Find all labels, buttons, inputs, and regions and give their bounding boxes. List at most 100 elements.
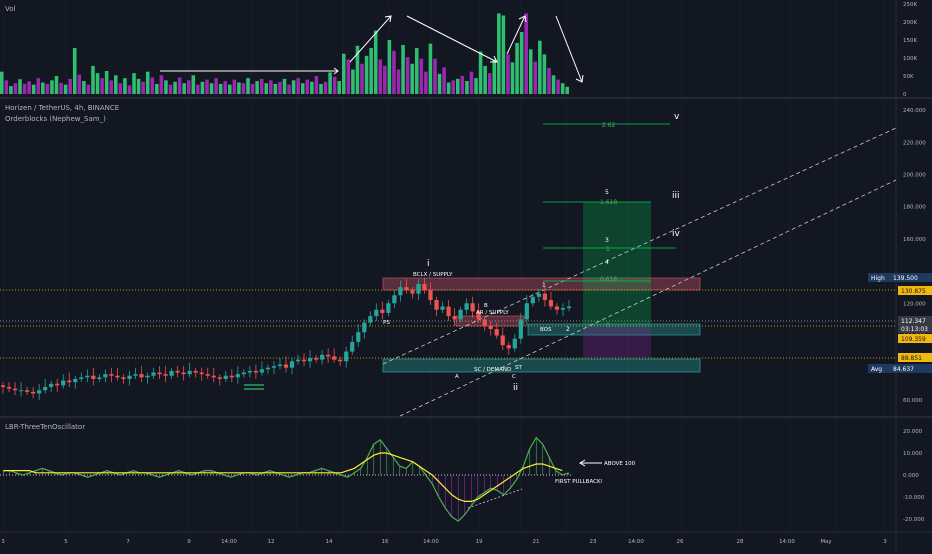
candle-body: [295, 359, 301, 362]
level-3-tag: 88.851: [901, 355, 922, 362]
candle-body: [428, 290, 433, 301]
volume-pane-label[interactable]: Vol: [5, 5, 16, 13]
candle-body: [422, 283, 427, 291]
oscillator-label[interactable]: LBR-ThreeTenOscillator: [5, 423, 85, 431]
candle-body: [12, 388, 18, 391]
volume-bar: [451, 80, 455, 94]
volume-bar: [410, 63, 414, 94]
time-tick: May: [820, 539, 832, 545]
volume-bar: [218, 83, 223, 94]
volume-bar: [241, 83, 246, 94]
volume-bar: [68, 78, 72, 94]
volume-bar: [182, 83, 186, 94]
volume-bar: [396, 69, 401, 94]
volume-bar: [323, 81, 328, 94]
candle-body: [139, 374, 144, 378]
avg-tag-value: 84.637: [893, 366, 914, 373]
volume-bar: [127, 85, 132, 94]
indicator-label[interactable]: Orderblocks (Nephew_Sam_): [5, 115, 106, 123]
candle-body: [91, 375, 96, 379]
stop-box[interactable]: [583, 326, 651, 358]
wave-ii-label: ii: [513, 383, 518, 393]
volume-bar: [100, 78, 104, 94]
price-tick: 120.000: [903, 301, 926, 307]
volume-bar: [506, 54, 510, 94]
oscillator-axis[interactable]: 20.000 10.000 0.000 -10.000 -20.000: [903, 429, 925, 523]
volume-bar: [50, 80, 54, 94]
volume-bar: [278, 81, 282, 94]
arrow-down-1: [406, 15, 498, 63]
volume-bar: [250, 83, 255, 94]
candle-body: [121, 377, 126, 379]
fib-levels[interactable]: [543, 123, 676, 282]
volume-bar: [465, 81, 469, 94]
channel-upper: [382, 127, 897, 365]
arrow-down-2-head: [575, 74, 584, 83]
volume-bar: [337, 81, 341, 94]
candle-body: [241, 372, 246, 375]
volume-bar: [332, 76, 337, 94]
symbol-title[interactable]: Horizen / TetherUS, 4h, BINANCE: [5, 104, 119, 112]
volume-bar: [136, 78, 141, 94]
current-tag-bg: [898, 316, 932, 325]
candle-body: [247, 370, 252, 373]
high-tag-bg: [868, 273, 932, 282]
a-label: A: [455, 374, 459, 380]
arrow-down-2: [555, 15, 583, 83]
candle-body: [332, 356, 337, 360]
candle-body: [37, 390, 42, 394]
candle-body: [398, 287, 403, 296]
candle-body: [151, 372, 156, 376]
time-tick: 26: [677, 539, 684, 545]
volume-bar: [77, 74, 82, 94]
level-2-tag: 109.359: [901, 336, 926, 343]
volume-bars: [0, 13, 569, 94]
trend-channel[interactable]: [382, 127, 897, 417]
bclx-label: BCLX / SUPPLY: [413, 272, 453, 278]
volume-bar: [214, 78, 218, 94]
volume-bar: [314, 76, 319, 94]
volume-bar: [246, 78, 250, 94]
candle-body: [506, 345, 511, 349]
volume-bar: [369, 47, 373, 94]
volume-bar: [18, 79, 22, 94]
candle-body: [434, 300, 439, 310]
volume-bar: [497, 13, 501, 94]
demand-arrow: [244, 384, 264, 390]
volume-arrows: [160, 15, 584, 83]
volume-bar: [542, 54, 547, 94]
volume-bar: [31, 84, 36, 94]
time-axis[interactable]: 3 5 7 9 14:00 12 14 16 14:00 19 21 23 14:00 26 28 14:00…: [1, 539, 887, 545]
count-2-label: 2: [566, 326, 570, 333]
first-pullback-label: FIRST PULLBACK!: [555, 479, 603, 485]
oscillator-plot: [0, 436, 572, 522]
volume-axis[interactable]: 250K 200K 150K 100K 50K 0: [903, 2, 917, 98]
demand-zone-sc[interactable]: [382, 358, 701, 373]
time-tick: 16: [382, 539, 389, 545]
volume-bar: [200, 81, 205, 94]
candle-body: [18, 390, 24, 392]
candle-body: [205, 374, 210, 376]
count-4-label: 4: [605, 259, 609, 266]
candle-body: [187, 370, 192, 375]
demand-zone-bos[interactable]: [527, 323, 701, 336]
price-tags[interactable]: High 139.500 130.875 112.347 03:13:03 10…: [868, 273, 932, 373]
volume-bar: [310, 81, 314, 94]
volume-bar: [95, 73, 100, 94]
candle-body: [217, 377, 222, 379]
candle-body: [560, 308, 566, 310]
volume-bar: [387, 40, 392, 94]
candle-body: [181, 372, 186, 375]
channel-lower: [399, 179, 897, 417]
target-box[interactable]: [583, 202, 651, 326]
candle-body: [223, 375, 228, 379]
candle-body: [6, 387, 12, 389]
price-tick: 220.000: [903, 140, 926, 146]
volume-bar: [419, 58, 424, 94]
volume-bar: [360, 63, 364, 94]
candle-body: [67, 380, 72, 383]
candle-body: [458, 309, 463, 320]
candle-body: [554, 306, 560, 310]
